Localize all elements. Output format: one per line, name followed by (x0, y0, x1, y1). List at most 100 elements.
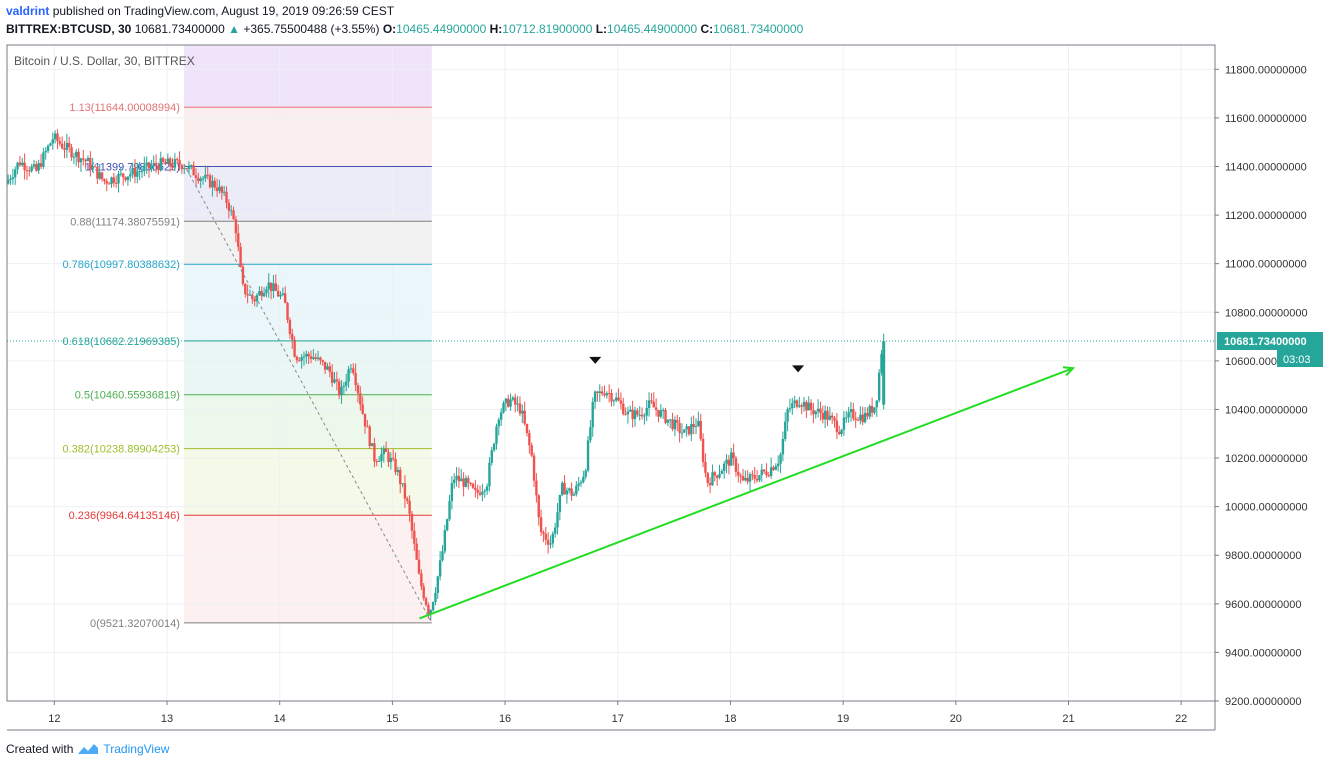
candle-body (765, 471, 768, 476)
candle-body (251, 294, 254, 300)
open-label: O: (382, 22, 397, 36)
candle-body (471, 483, 475, 488)
candle-body (166, 158, 170, 164)
candle-body (746, 477, 749, 482)
candle-body (575, 485, 578, 495)
candle-body (476, 489, 479, 493)
candle-body (35, 164, 38, 171)
candle-body (762, 469, 766, 472)
candle-body (568, 488, 571, 491)
last-price-tag-label: 10681.73400000 (1224, 336, 1307, 348)
candle-body (96, 166, 99, 179)
candle-body (758, 475, 761, 481)
y-tick-label: 10400.00000000 (1225, 404, 1308, 416)
candle-body (204, 174, 207, 179)
candle-body (791, 403, 794, 409)
candle-body (507, 398, 510, 407)
candle-body (213, 180, 216, 188)
candle-body (39, 163, 43, 167)
candle-body (159, 158, 162, 171)
candle-body (267, 282, 270, 290)
candle-body (72, 156, 76, 158)
candle-body (861, 414, 864, 423)
candle-body (406, 498, 409, 501)
candle-body (490, 450, 493, 463)
y-tick-label: 9200.00000000 (1225, 696, 1301, 708)
candle-body (711, 472, 714, 486)
candle-body (293, 339, 296, 357)
candle-body (596, 391, 599, 393)
candle-body (93, 166, 97, 168)
candle-body (25, 170, 29, 172)
candle-body (492, 443, 496, 451)
down-marker-icon (589, 356, 602, 364)
candle-body (138, 171, 141, 173)
candle-body (103, 179, 106, 182)
change-value: +365.75500488 (+3.55%) (243, 22, 380, 36)
candle-body (814, 411, 817, 415)
candle-body (60, 143, 64, 149)
candle-body (537, 495, 540, 518)
fib-level-label: 0.382(10238.89904253) (62, 444, 179, 456)
publish-info: valdrint published on TradingView.com, A… (6, 4, 394, 18)
fib-zone (183, 515, 432, 623)
candle-body (352, 368, 355, 373)
candle-body (718, 473, 721, 478)
up-arrow-icon: ▲ (228, 22, 241, 36)
candle-body (366, 426, 369, 428)
candle-body (314, 357, 317, 359)
candle-body (591, 401, 594, 428)
candle-body (422, 586, 425, 599)
candle-body (237, 233, 240, 247)
candle-body (589, 427, 592, 441)
candle-body (328, 366, 332, 372)
candle-body (429, 610, 432, 614)
candle-body (659, 410, 663, 417)
candle-body (819, 408, 822, 414)
fib-zone (183, 45, 432, 108)
candle-body (49, 143, 52, 146)
candle-body (455, 475, 458, 480)
candle-body (75, 151, 78, 157)
candle-body (262, 293, 266, 297)
candle-body (518, 403, 522, 414)
y-tick-label: 10000.00000000 (1225, 502, 1308, 514)
candle-body (408, 500, 411, 514)
candle-body (615, 397, 618, 401)
candle-body (828, 415, 832, 420)
candle-body (744, 477, 747, 481)
candle-body (542, 532, 545, 534)
candle-body (460, 478, 463, 482)
candle-body (129, 174, 132, 177)
author-name[interactable]: valdrint (6, 4, 50, 18)
candle-body (326, 366, 329, 370)
candle-body (873, 407, 876, 413)
candle-body (187, 165, 191, 169)
candle-body (427, 605, 430, 614)
candle-body (140, 170, 144, 172)
candle-body (42, 152, 45, 167)
candle-body (823, 410, 827, 420)
footer: Created with TradingView (6, 742, 169, 756)
candle-body (84, 159, 87, 162)
candle-body (535, 480, 538, 496)
countdown-tag (1277, 349, 1323, 367)
candle-body (525, 423, 529, 434)
candle-body (528, 433, 531, 446)
candle-body (856, 419, 860, 421)
candle-body (173, 159, 177, 168)
candle-body (258, 291, 261, 296)
candle-body (32, 164, 36, 167)
candle-body (467, 478, 470, 484)
candle-body (755, 478, 759, 481)
candle-body (82, 158, 85, 160)
candle-body (77, 151, 80, 163)
candle-body (504, 398, 508, 403)
tradingview-link[interactable]: TradingView (103, 742, 170, 756)
candle-body (802, 401, 806, 407)
candle-body (605, 393, 609, 396)
candle-body (178, 160, 181, 166)
candle-body (211, 180, 214, 188)
candle-body (694, 426, 698, 428)
